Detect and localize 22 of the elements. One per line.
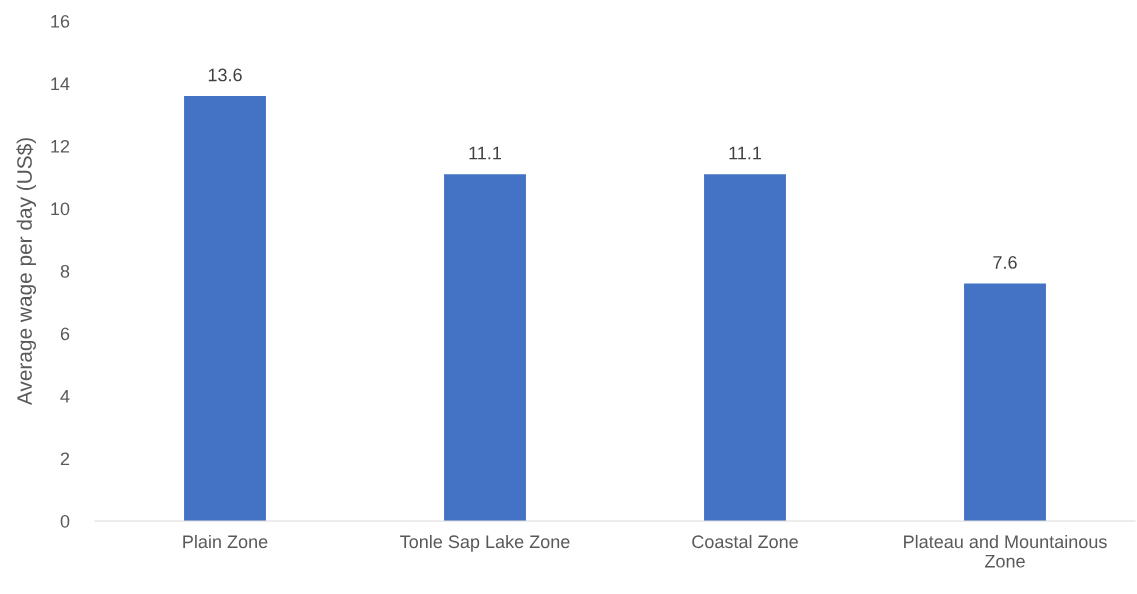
bar [184, 96, 266, 521]
y-tick-label: 4 [60, 390, 70, 403]
x-tick-label: Plateau and Mountainous Zone [904, 534, 1107, 568]
y-tick-label: 16 [51, 14, 70, 28]
y-tick-label: 10 [51, 202, 70, 216]
data-label: 7.6 [993, 256, 1017, 269]
y-tick-label: 8 [60, 264, 70, 278]
y-tick-label: 6 [60, 327, 70, 341]
y-tick-label: 12 [51, 139, 70, 153]
x-tick-label: Coastal Zone [692, 534, 798, 549]
y-tick-label: 2 [60, 452, 70, 466]
data-label: 11.1 [469, 146, 502, 160]
x-tick-label: Plain Zone [183, 534, 268, 549]
data-label: 13.6 [208, 68, 242, 82]
y-tick-label: 14 [51, 77, 70, 91]
bar [444, 174, 526, 521]
x-tick-label: Tonle Sap Lake Zone [400, 534, 570, 552]
y-tick-label: 0 [60, 514, 70, 528]
y-axis-title: Average wage per day (US$) [16, 138, 37, 406]
bar [704, 174, 786, 521]
data-label: 11.1 [729, 146, 762, 160]
bar [964, 283, 1046, 521]
